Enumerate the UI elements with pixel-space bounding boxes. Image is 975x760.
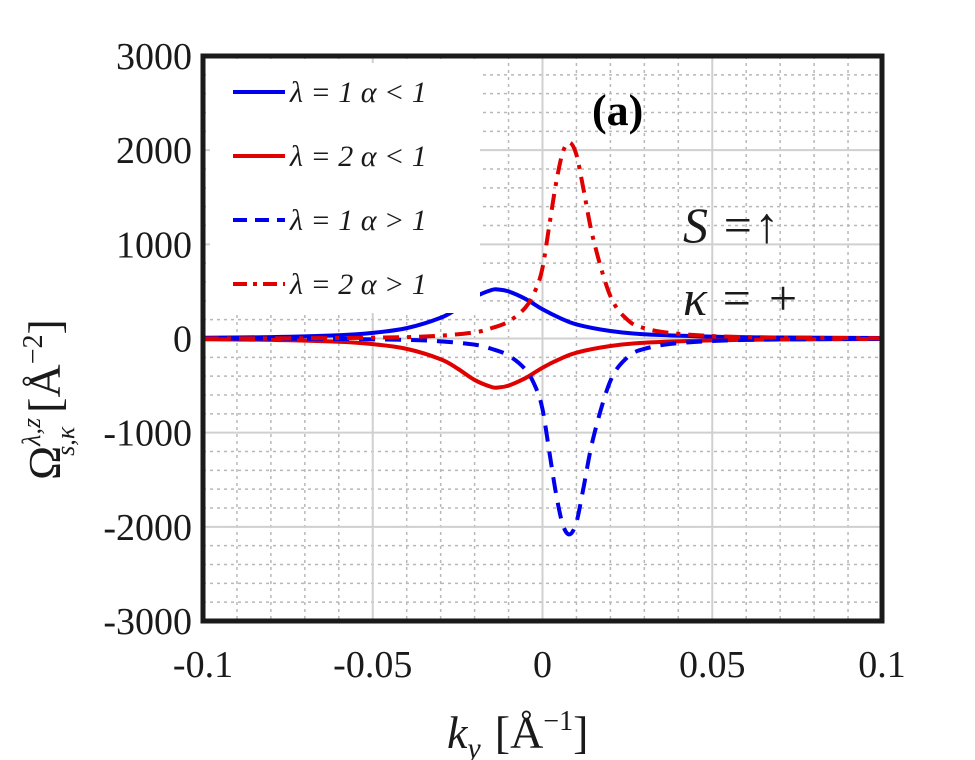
plot-frame [200,53,885,624]
spin-annotation: S =↑ [683,197,779,253]
legend-label-1: λ = 1 α < 1 [289,76,427,109]
series-line-2 [202,336,883,390]
x-tick-label: 0.1 [858,644,906,686]
series-layer [202,140,883,537]
kappa-annotation: κ = + [683,270,799,326]
x-tick-label: -0.05 [333,644,412,686]
x-tick-label: -0.1 [173,644,233,686]
y-label-sub: s,κ [51,426,80,456]
y-tick-label: -3000 [103,601,192,643]
y-label-close: ] [19,319,70,334]
x-tick-label: 0 [533,644,552,686]
y-tick-label: -2000 [103,507,192,549]
legend-label-3: λ = 1 α > 1 [289,204,427,237]
y-tick-label: 3000 [116,36,192,78]
y-label-sup: λ,z [17,418,46,447]
legend: λ = 1 α < 1 λ = 2 α < 1 λ = 1 α > 1 λ = 2 α… [210,63,480,313]
y-tick-labels: -3000 -2000 -1000 0 1000 2000 3000 [103,36,192,643]
x-label-sub: y [464,732,481,760]
x-axis-label: ky [Å−1] [447,706,588,760]
svg-text:ky[Å−1]: ky [Å−1] [447,706,588,760]
y-tick-label: 2000 [116,130,192,172]
y-label-main: Ω [19,446,70,480]
y-label-exp: −2 [18,334,49,364]
legend-label-2: λ = 2 α < 1 [289,140,427,173]
x-label-unit: [Å [495,707,544,758]
legend-background [210,63,480,313]
x-label-exp: −1 [543,706,573,737]
x-label-main: k [447,707,469,758]
y-label-unit: [Å [19,364,70,413]
svg-text:Ωλ,zs,κ[Å−2]: Ωλ,z s,κ [Å−2] [17,319,80,480]
y-tick-label: 0 [173,319,192,361]
x-label-close: ] [573,707,588,758]
x-tick-label: 0.05 [679,644,746,686]
series-line-3 [202,336,883,537]
y-tick-label: 1000 [116,224,192,266]
y-tick-label: -1000 [103,413,192,455]
legend-label-4: λ = 2 α > 1 [289,268,427,301]
y-axis-label: Ωλ,z s,κ [Å−2] [17,319,80,480]
series-line-4 [202,140,883,341]
x-tick-labels: -0.1 -0.05 0 0.05 0.1 [173,644,906,686]
series-line-1 [202,287,883,341]
panel-label: (a) [592,86,643,135]
